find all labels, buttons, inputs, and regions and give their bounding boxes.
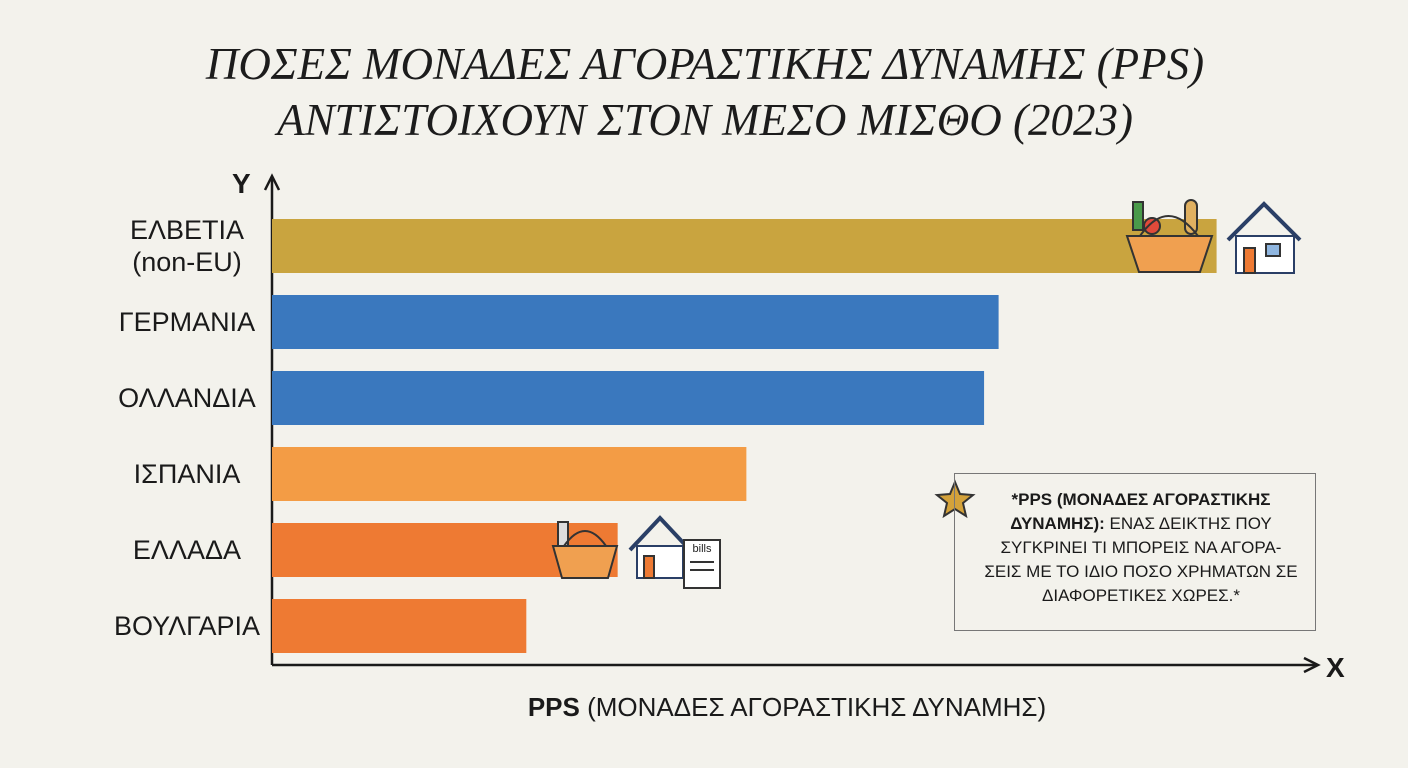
x-arrow bbox=[1303, 656, 1321, 674]
x-label: (ΜΟΝΑΔΕΣ ΑΓΟΡΑΣΤΙΚΗΣ ΔΥΝΑΜΗΣ) bbox=[587, 692, 1047, 722]
x-axis-letter: X bbox=[1326, 652, 1345, 683]
chart-title: ΠΟΣΕΣ ΜΟΝΑΔΕΣ ΑΓΟΡΑΣΤΙΚΗΣ ΔΥΝΑΜΗΣ (PPS) … bbox=[205, 39, 1205, 145]
icon-basket bbox=[1125, 235, 1214, 273]
icon-basket-handle bbox=[563, 530, 607, 547]
x-label-bold: PPS bbox=[527, 692, 580, 722]
note-bold: *PPS (ΜΟΝΑΔΕΣ ΑΓΟΡΑΣΤΙΚΗΣ ΔΥΝΑΜΗΣ): bbox=[1010, 490, 1271, 533]
icon-bills bbox=[683, 539, 721, 589]
category-label: ΓΕΡΜΑΝΙΑ bbox=[118, 307, 256, 337]
icon-text: bills bbox=[693, 543, 712, 555]
icon-basket-handle bbox=[1139, 215, 1199, 237]
category-label: ΕΛΛΑΔΑ bbox=[132, 535, 242, 565]
category-label: ΒΟΥΛΓΑΡΙΑ bbox=[113, 611, 261, 641]
bar bbox=[272, 599, 527, 653]
y-arrow bbox=[263, 173, 281, 191]
icons: bills bbox=[551, 199, 1302, 589]
bar bbox=[272, 371, 985, 425]
icon-door bbox=[1243, 247, 1256, 274]
icon-bottle bbox=[1132, 201, 1144, 231]
y-axis-letter: Y bbox=[232, 168, 251, 199]
category-label: ΕΛΒΕΤΙΑ (non-EU) bbox=[129, 215, 245, 277]
icon-roof bbox=[1226, 201, 1302, 242]
category-label: ΙΣΠΑΝΙΑ bbox=[133, 459, 241, 489]
icon-basket bbox=[551, 545, 619, 579]
note-star bbox=[934, 479, 976, 519]
note-text: ΕΝΑΣ ΔΕΙΚΤΗΣ ΠΟΥ ΣΥΓΚΡΙΝΕΙ ΤΙ ΜΠΟΡΕΙΣ ΝΑ… bbox=[984, 514, 1298, 605]
bar bbox=[272, 447, 747, 501]
bar bbox=[272, 219, 1217, 273]
icon-window bbox=[1265, 243, 1281, 257]
x-axis-label: PPS (ΜΟΝΑΔΕΣ ΑΓΟΡΑΣΤΙΚΗΣ ΔΥΝΑΜΗΣ) bbox=[272, 692, 1302, 723]
note-box: *PPS (ΜΟΝΑΔΕΣ ΑΓΟΡΑΣΤΙΚΗΣ ΔΥΝΑΜΗΣ): ΕΝΑΣ… bbox=[954, 473, 1316, 631]
icon-apple bbox=[1143, 217, 1161, 235]
icon-roof bbox=[628, 515, 692, 552]
category-label: ΟΛΛΑΝΔΙΑ bbox=[118, 383, 256, 413]
bar bbox=[272, 295, 999, 349]
icon-door bbox=[643, 555, 655, 579]
